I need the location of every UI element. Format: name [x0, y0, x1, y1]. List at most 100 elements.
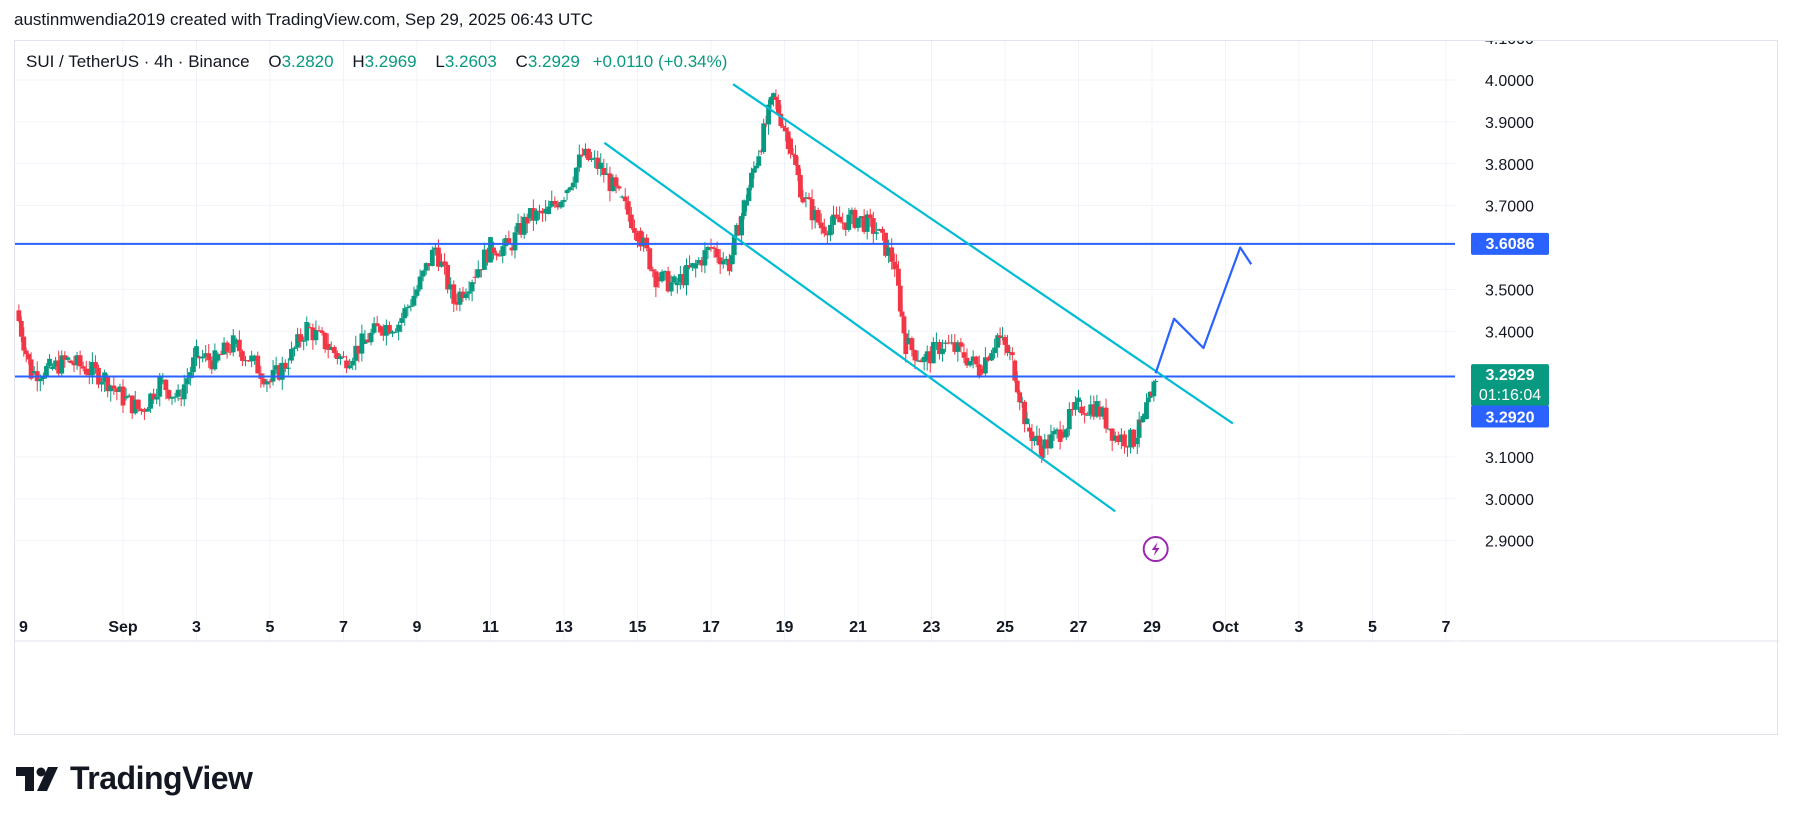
candle-body — [512, 232, 518, 251]
candle-body — [915, 360, 921, 362]
candle-body — [768, 97, 774, 105]
candle-body — [751, 168, 757, 173]
chart-frame[interactable]: 4.20004.10004.00003.90003.80003.70003.50… — [14, 40, 1779, 736]
candle-body — [696, 260, 702, 264]
candle-body — [746, 187, 752, 201]
candle-body — [558, 201, 564, 208]
candle-body — [946, 342, 952, 344]
y-tick-label: 3.0000 — [1485, 492, 1534, 509]
candle-body — [995, 335, 1001, 348]
candle-body — [527, 208, 533, 219]
candle-body — [918, 360, 924, 363]
candle-body — [138, 408, 144, 412]
candle-body — [668, 282, 674, 292]
candle-body — [426, 263, 432, 267]
y-tick-label: 3.1000 — [1485, 450, 1534, 467]
candle-body — [867, 214, 873, 219]
channel-line-lower — [603, 141, 1116, 513]
candle-body — [172, 396, 178, 398]
candle-body — [524, 216, 530, 224]
x-tick-label: 3 — [1295, 619, 1304, 636]
candle-body — [377, 326, 383, 333]
candle-body — [852, 209, 858, 228]
candle-body — [316, 330, 322, 332]
candle-body — [906, 338, 912, 344]
candle-body — [1082, 413, 1088, 415]
candle-body — [347, 365, 353, 369]
candle-body — [824, 233, 830, 236]
candle-body — [1054, 429, 1060, 432]
candle-body — [870, 218, 876, 234]
chart-attribution: austinmwendia2019 created with TradingVi… — [14, 10, 593, 29]
candle-body — [145, 408, 150, 412]
candle-body — [1034, 435, 1040, 439]
candle-body — [778, 113, 784, 127]
candle-body — [812, 210, 818, 221]
candle-body — [105, 377, 111, 392]
tradingview-logo[interactable]: TradingView — [16, 760, 253, 797]
candle-body — [518, 223, 524, 235]
candle-body — [157, 376, 163, 397]
candle-body — [1088, 404, 1094, 415]
candle-body — [702, 250, 708, 266]
candle-body — [301, 340, 307, 342]
candle-body — [491, 247, 496, 254]
candle-body — [414, 289, 420, 296]
candle-body — [62, 355, 68, 360]
candle-body — [77, 355, 83, 367]
price-chart[interactable]: 4.20004.10004.00003.90003.80003.70003.50… — [15, 41, 1779, 736]
candle-body — [114, 388, 120, 392]
candle-body — [708, 247, 714, 249]
candle-body — [921, 356, 927, 363]
candle-body — [632, 228, 637, 233]
candle-body — [1039, 445, 1045, 459]
candle-body — [463, 293, 469, 298]
candle-body — [795, 164, 801, 176]
candle-body — [583, 148, 588, 156]
candle-body — [1019, 401, 1025, 403]
symbol-name[interactable]: SUI / TetherUS · 4h · Binance — [26, 52, 250, 71]
candle-body — [411, 295, 417, 306]
candle-body — [1007, 352, 1013, 354]
candle-body — [549, 201, 555, 207]
candle-body — [1017, 392, 1023, 403]
candle-body — [99, 381, 104, 385]
candle-body — [749, 172, 754, 188]
candle-body — [68, 360, 74, 364]
x-tick-label: 25 — [996, 619, 1014, 636]
candle-body — [1103, 407, 1109, 429]
price-tag-label-support: 3.2920 — [1486, 410, 1535, 427]
candle-body — [184, 378, 190, 385]
candle-body — [111, 385, 117, 389]
low-value: 3.2603 — [444, 52, 497, 71]
candle-body — [243, 360, 248, 362]
candle-body — [964, 357, 970, 366]
candle-body — [589, 158, 594, 160]
candle-body — [129, 395, 135, 414]
candle-body — [151, 393, 157, 400]
candle-body — [194, 346, 199, 358]
candle-body — [610, 177, 616, 192]
x-tick-label: 29 — [1143, 619, 1161, 636]
candle-body — [26, 354, 32, 360]
candle-body — [365, 339, 371, 343]
candle-body — [846, 214, 852, 230]
candle-body — [780, 126, 786, 128]
candle-body — [711, 247, 717, 249]
y-tick-label: 3.7000 — [1485, 199, 1534, 216]
candle-body — [726, 258, 732, 272]
candle-body — [31, 371, 37, 374]
candle-body — [793, 154, 798, 165]
candle-body — [843, 222, 849, 230]
candle-body — [1012, 360, 1018, 381]
candle-body — [756, 156, 762, 166]
candle-body — [47, 358, 52, 367]
candle-body — [1140, 416, 1146, 423]
candle-body — [818, 222, 824, 229]
candle-body — [209, 360, 215, 370]
candle-body — [117, 386, 123, 392]
candle-body — [246, 360, 251, 362]
candle-body — [233, 339, 239, 344]
candle-body — [331, 347, 337, 354]
candle-body — [408, 305, 414, 307]
